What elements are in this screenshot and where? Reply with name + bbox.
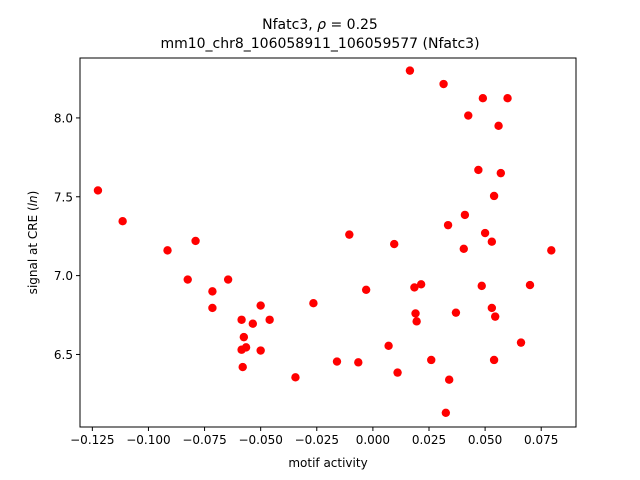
data-point-52 (516, 338, 526, 347)
data-point-31 (427, 355, 436, 365)
x-tick-label-0: −0.125 (70, 433, 114, 447)
data-point-39 (464, 111, 473, 120)
data-point-38 (460, 210, 470, 220)
x-tick-label-5: 0.000 (356, 433, 390, 447)
x-tick-label-2: −0.075 (182, 433, 226, 447)
y-tick-label-3: 8.0 (54, 111, 73, 125)
chart-title-line2: mm10_chr8_106058911_106059577 (Nfatc3) (160, 36, 479, 52)
data-point-25 (393, 368, 402, 377)
data-point-36 (451, 308, 461, 317)
x-tick-label-3: −0.050 (238, 433, 282, 447)
data-point-14 (256, 301, 265, 310)
data-point-11 (241, 343, 251, 352)
data-point-0 (93, 186, 103, 195)
data-point-3 (183, 275, 192, 284)
x-tick-label-1: −0.100 (126, 433, 170, 447)
data-point-29 (412, 317, 421, 326)
data-points (93, 66, 556, 418)
x-tick-label-6: 0.025 (412, 433, 446, 447)
data-point-33 (441, 408, 451, 418)
data-point-34 (443, 220, 453, 230)
data-point-53 (525, 280, 535, 290)
data-point-47 (489, 355, 499, 365)
data-point-8 (237, 315, 246, 324)
data-point-7 (223, 275, 233, 284)
data-point-46 (489, 191, 499, 201)
x-tick-label-7: 0.050 (468, 433, 502, 447)
data-point-28 (411, 309, 420, 318)
data-point-43 (480, 228, 490, 238)
data-point-49 (494, 121, 503, 131)
rho-symbol: ρ (317, 17, 326, 33)
data-point-9 (239, 332, 249, 342)
data-point-16 (265, 315, 274, 324)
data-point-41 (477, 281, 486, 291)
data-point-6 (208, 303, 217, 313)
y-tick-label-0: 6.5 (54, 348, 73, 362)
data-point-37 (459, 244, 468, 254)
data-point-50 (496, 168, 506, 178)
data-point-19 (332, 357, 342, 366)
chart-title-line1: Nfatc3, ρ = 0.25 (262, 17, 378, 33)
data-point-18 (309, 299, 318, 308)
data-point-51 (503, 94, 512, 103)
data-point-22 (361, 285, 371, 295)
data-point-48 (491, 312, 500, 321)
data-point-1 (118, 217, 127, 226)
data-point-12 (238, 362, 247, 372)
data-point-32 (439, 79, 448, 89)
data-point-27 (410, 283, 419, 292)
data-point-17 (291, 373, 300, 382)
y-axis-ticks: 6.5 7.0 7.5 8.0 (54, 111, 80, 362)
data-point-45 (487, 303, 497, 313)
x-tick-label-8: 0.075 (524, 433, 558, 447)
data-point-35 (444, 375, 454, 384)
data-point-26 (405, 66, 415, 75)
data-point-21 (354, 358, 363, 367)
data-point-44 (487, 237, 497, 246)
x-axis-ticks: −0.125 −0.100 −0.075 −0.050 −0.025 0.000 0.025… (70, 427, 558, 447)
y-tick-label-2: 7.5 (54, 190, 73, 204)
data-point-40 (474, 165, 483, 175)
plot-frame (79, 57, 577, 428)
x-tick-label-4: −0.025 (295, 433, 339, 447)
y-axis-label: signal at CRE (ln) (26, 191, 40, 295)
y-tick-label-1: 7.0 (54, 269, 73, 283)
data-point-15 (256, 346, 265, 355)
data-point-13 (248, 319, 258, 328)
data-point-24 (390, 239, 399, 249)
data-point-4 (191, 236, 200, 246)
x-axis-label: motif activity (288, 456, 367, 470)
data-point-42 (478, 94, 488, 103)
data-point-5 (208, 287, 217, 296)
data-point-30 (416, 280, 426, 289)
data-point-23 (384, 341, 393, 350)
data-point-2 (163, 246, 172, 255)
data-point-54 (547, 246, 556, 255)
data-point-20 (345, 230, 354, 239)
